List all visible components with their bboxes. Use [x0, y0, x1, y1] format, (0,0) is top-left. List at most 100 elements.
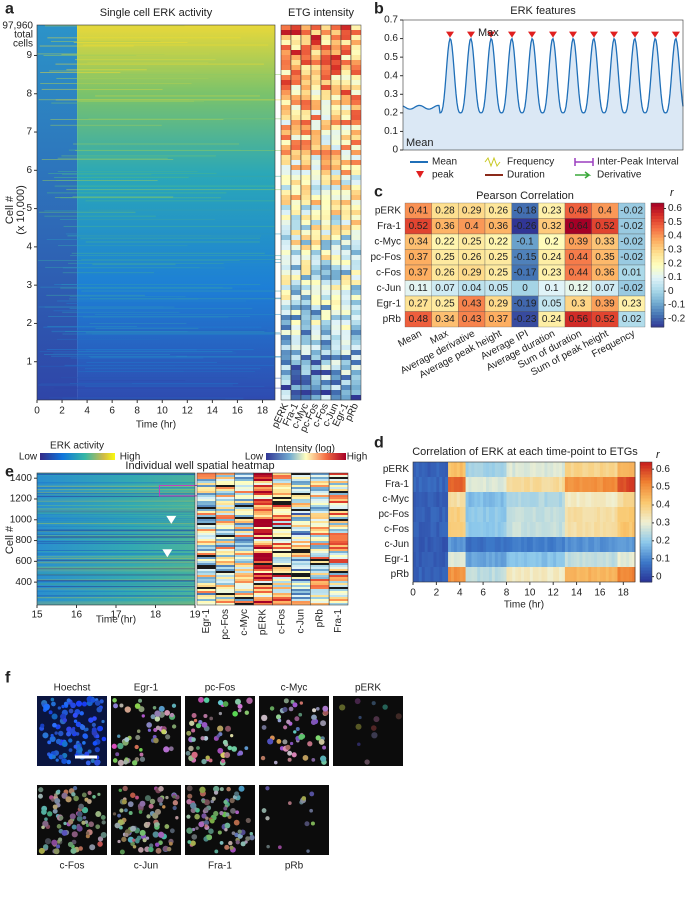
- colorbar-tick-label: 0.5: [656, 482, 670, 493]
- heatmap-cell: [626, 492, 630, 507]
- heatmap-stripe: [301, 195, 311, 201]
- heatmap-stripe: [281, 335, 291, 341]
- heatmap-stripe: [272, 601, 292, 604]
- heatmap-stripe: [321, 115, 331, 121]
- row-label: c-Myc: [382, 494, 409, 505]
- cell-label: -0.02: [620, 205, 643, 216]
- nucleus: [154, 808, 162, 815]
- heatmap-stripe: [331, 45, 341, 51]
- nucleus: [154, 822, 159, 828]
- y-tick-label: 1200: [10, 494, 33, 505]
- heatmap-cell: [456, 507, 461, 522]
- heatmap-stripe: [331, 115, 341, 121]
- heatmap-cell: [497, 552, 502, 567]
- heatmap-stripe: [311, 230, 321, 236]
- heatmap-cell: [632, 492, 636, 507]
- heatmap-cell: [477, 567, 481, 582]
- heatmap-stripe: [253, 497, 273, 500]
- heatmap-cell: [564, 492, 569, 507]
- nucleus: [217, 830, 222, 835]
- heatmap-stripe: [331, 50, 341, 56]
- cell-label: 0.04: [462, 283, 482, 294]
- heatmap-stripe: [351, 360, 361, 366]
- heatmap-stripe: [43, 326, 262, 328]
- heatmap-cell: [620, 567, 624, 582]
- heatmap-stripe: [291, 90, 301, 96]
- heatmap-stripe: [329, 541, 348, 544]
- nucleus: [61, 740, 68, 747]
- heatmap-stripe: [215, 539, 235, 542]
- heatmap-cell: [623, 462, 627, 477]
- heatmap-stripe: [281, 275, 291, 281]
- heatmap-cell: [512, 522, 516, 537]
- heatmap-stripe: [310, 549, 330, 552]
- heatmap-stripe: [197, 495, 216, 498]
- x-tick-label: 8: [134, 406, 140, 417]
- heatmap-cell: [576, 492, 580, 507]
- heatmap-stripe: [311, 170, 321, 176]
- heatmap-stripe: [291, 581, 311, 584]
- heatmap-stripe: [281, 30, 291, 36]
- heatmap-stripe: [310, 527, 330, 530]
- heatmap-stripe: [215, 603, 235, 606]
- heatmap-stripe: [281, 375, 291, 381]
- colorbar-step: [640, 501, 652, 505]
- heatmap-cell: [535, 567, 540, 582]
- heatmap-cell: [459, 567, 464, 582]
- colorbar-label: Low: [19, 452, 38, 463]
- heatmap-stripe: [329, 585, 348, 588]
- heatmap-stripe: [60, 287, 233, 289]
- nucleus: [153, 737, 159, 744]
- nucleus: [203, 697, 210, 703]
- y-tick-label: 5: [26, 203, 32, 214]
- nucleus: [244, 746, 249, 751]
- colorbar-step: [651, 314, 664, 319]
- heatmap-cell: [632, 522, 636, 537]
- cell-label: 0.48: [569, 205, 589, 216]
- cell-label: -0.19: [514, 298, 537, 309]
- nucleus: [132, 844, 137, 849]
- heatmap-stripe: [291, 555, 311, 558]
- nucleus: [139, 800, 146, 807]
- heatmap-cell: [515, 552, 519, 567]
- heatmap-stripe: [311, 300, 321, 306]
- heatmap-stripe: [215, 577, 235, 580]
- y-tick-label: 0.2: [384, 107, 398, 118]
- heatmap-stripe: [215, 599, 235, 602]
- heatmap-stripe: [311, 90, 321, 96]
- heatmap-stripe: [37, 550, 195, 551]
- heatmap-stripe: [253, 541, 273, 544]
- heatmap-stripe: [301, 395, 311, 401]
- heatmap-stripe: [37, 493, 195, 495]
- heatmap-stripe: [50, 40, 161, 42]
- heatmap-stripe: [301, 345, 311, 351]
- heatmap-stripe: [272, 487, 292, 490]
- nucleus: [224, 844, 230, 850]
- heatmap-cell: [506, 567, 510, 582]
- heatmap-stripe: [253, 487, 273, 490]
- nucleus: [58, 837, 63, 842]
- heatmap-stripe: [329, 473, 348, 476]
- heatmap-stripe: [291, 115, 301, 121]
- heatmap-stripe: [321, 330, 331, 336]
- nucleus: [61, 704, 65, 709]
- nucleus: [111, 743, 117, 749]
- heatmap-stripe: [272, 491, 292, 494]
- heatmap-cell: [518, 462, 522, 477]
- heatmap-stripe: [291, 521, 311, 524]
- heatmap-stripe: [197, 513, 216, 516]
- x-tick-label: 16: [71, 610, 83, 621]
- heatmap-stripe: [310, 521, 330, 524]
- heatmap-cell: [538, 567, 543, 582]
- cell-label: 0.43: [462, 314, 482, 325]
- colorbar-step: [640, 558, 652, 562]
- heatmap-stripe: [351, 240, 361, 246]
- heatmap-cell: [477, 477, 481, 492]
- heatmap-cell: [561, 552, 566, 567]
- heatmap-cell: [497, 537, 502, 552]
- image-label: c-Fos: [60, 861, 85, 872]
- heatmap-cell: [556, 537, 560, 552]
- heatmap-stripe: [310, 473, 330, 476]
- heatmap-cell: [579, 567, 583, 582]
- cell-label: 0.4: [465, 221, 479, 232]
